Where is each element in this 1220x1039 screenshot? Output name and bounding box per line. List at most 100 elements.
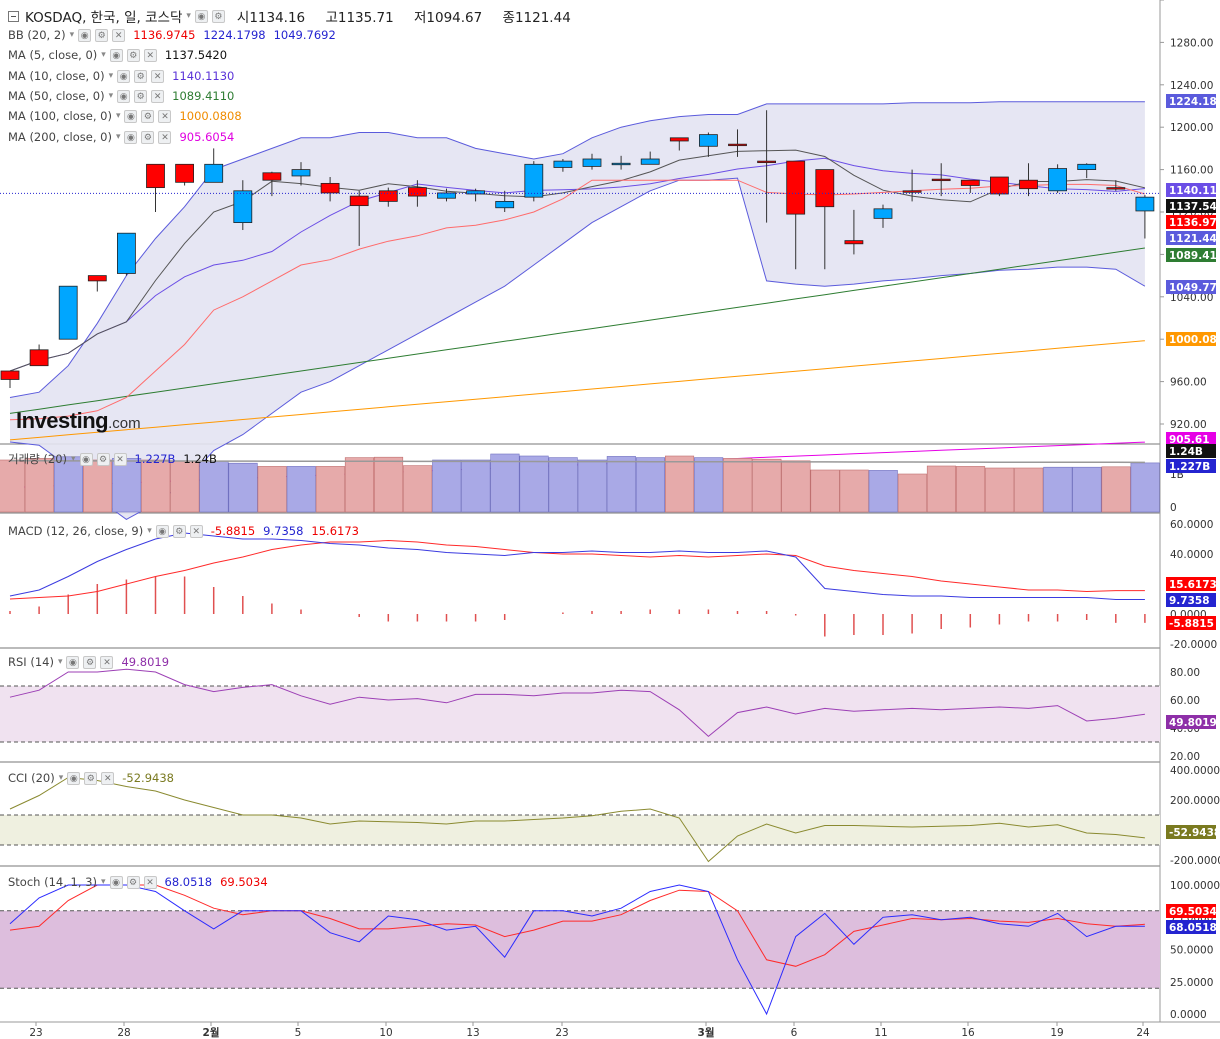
chevron-down-icon[interactable]: ▾ — [115, 132, 121, 142]
stoch-d-line — [9, 884, 1145, 967]
settings-icon[interactable]: ⚙ — [95, 28, 109, 42]
settings-icon[interactable]: ⚙ — [141, 130, 155, 144]
legend-bb-upper: 1224.1798 — [203, 28, 266, 42]
price-tick-label: 1240.00 — [1170, 80, 1213, 92]
collapse-icon[interactable] — [8, 10, 19, 22]
visibility-icon[interactable]: ◉ — [155, 524, 169, 538]
visibility-icon[interactable]: ◉ — [66, 655, 80, 669]
stoch-band-fill — [0, 910, 1160, 989]
candle-body — [407, 187, 427, 197]
volume-bar — [1072, 466, 1102, 513]
visibility-icon[interactable]: ◉ — [109, 875, 123, 889]
volume-bar — [257, 466, 287, 513]
chevron-down-icon[interactable]: ▾ — [115, 111, 121, 121]
legend-ma10-label[interactable]: MA (10, close, 0) — [8, 69, 105, 83]
candle-body — [437, 192, 456, 199]
settings-icon[interactable]: ⚙ — [211, 9, 225, 23]
ma50-line — [9, 247, 1145, 414]
legend-bb-label[interactable]: BB (20, 2) — [8, 28, 66, 42]
settings-icon[interactable]: ⚙ — [83, 655, 97, 669]
settings-icon[interactable]: ⚙ — [134, 89, 148, 103]
close-icon[interactable]: ✕ — [143, 48, 157, 62]
close-icon[interactable]: ✕ — [151, 69, 165, 83]
chevron-down-icon[interactable]: ▾ — [58, 773, 64, 783]
candle-body — [175, 163, 195, 183]
price-tag: 1137.54 — [1169, 201, 1217, 213]
legend-cci-label[interactable]: CCI (20) — [8, 771, 55, 785]
close-icon[interactable]: ✕ — [101, 771, 115, 785]
settings-icon[interactable]: ⚙ — [141, 109, 155, 123]
macd-tag-bg — [1166, 616, 1216, 630]
settings-icon[interactable]: ⚙ — [126, 875, 140, 889]
chevron-down-icon[interactable]: ▾ — [147, 526, 152, 536]
chevron-down-icon[interactable]: ▾ — [57, 657, 63, 667]
price-tag: 1121.44 — [1169, 233, 1217, 245]
legend-ma50: MA (50, close, 0) ▾ ◉ ⚙ ✕ 1089.4110 — [8, 87, 234, 105]
close-icon[interactable]: ✕ — [158, 130, 172, 144]
legend-ma50-label[interactable]: MA (50, close, 0) — [8, 89, 105, 103]
settings-icon[interactable]: ⚙ — [172, 524, 186, 538]
macd-tag: 9.7358 — [1169, 595, 1210, 607]
close-icon[interactable]: ✕ — [100, 655, 114, 669]
legend-ma200-label[interactable]: MA (200, close, 0) — [8, 130, 112, 144]
visibility-icon[interactable]: ◉ — [124, 109, 138, 123]
price-tag-bg — [1166, 248, 1216, 262]
candle-body — [699, 134, 718, 147]
settings-icon[interactable]: ⚙ — [84, 771, 98, 785]
volume-ma-line — [10, 460, 1145, 464]
chevron-down-icon[interactable]: ▾ — [101, 50, 106, 60]
settings-icon[interactable]: ⚙ — [96, 452, 110, 466]
settings-icon[interactable]: ⚙ — [134, 69, 148, 83]
candle-body — [1019, 179, 1038, 190]
legend-macd-label[interactable]: MACD (12, 26, close, 9) — [8, 524, 144, 538]
visibility-icon[interactable]: ◉ — [117, 89, 131, 103]
rsi-tick-label: 60.00 — [1170, 695, 1200, 707]
visibility-icon[interactable]: ◉ — [78, 28, 92, 42]
settings-icon[interactable]: ⚙ — [126, 48, 140, 62]
visibility-icon[interactable]: ◉ — [109, 48, 123, 62]
stoch-k-line — [9, 884, 1145, 1016]
stoch-tag: 68.0518 — [1169, 922, 1217, 934]
chevron-down-icon[interactable]: ▾ — [108, 91, 114, 101]
stoch-tick-label: 50.0000 — [1170, 945, 1213, 957]
volume-bar — [0, 459, 25, 513]
visibility-icon[interactable]: ◉ — [194, 9, 208, 23]
time-tick-label: 23 — [555, 1027, 568, 1039]
legend-ma100-label[interactable]: MA (100, close, 0) — [8, 109, 112, 123]
volume-bar — [810, 469, 840, 513]
volume-bar — [577, 459, 607, 513]
symbol-title[interactable]: KOSDAQ, 한국, 일, 코스닥 — [25, 10, 183, 26]
volume-bar — [24, 458, 54, 513]
cci-band-fill — [0, 815, 1160, 845]
rsi-band-fill — [0, 686, 1160, 742]
price-tick-label: 1160.00 — [1170, 165, 1213, 177]
visibility-icon[interactable]: ◉ — [117, 69, 131, 83]
macd-tag: -5.8815 — [1169, 618, 1214, 630]
legend-ma5-label[interactable]: MA (5, close, 0) — [8, 48, 98, 62]
price-tag-bg — [1166, 231, 1216, 245]
visibility-icon[interactable]: ◉ — [124, 130, 138, 144]
legend-rsi-label[interactable]: RSI (14) — [8, 655, 54, 669]
close-icon[interactable]: ✕ — [112, 28, 126, 42]
volume-bar — [344, 457, 375, 513]
chevron-down-icon[interactable]: ▾ — [108, 71, 114, 81]
volume-bar — [403, 465, 433, 513]
close-icon[interactable]: ✕ — [143, 875, 157, 889]
visibility-icon[interactable]: ◉ — [79, 452, 93, 466]
visibility-icon[interactable]: ◉ — [67, 771, 81, 785]
close-icon[interactable]: ✕ — [151, 89, 165, 103]
chevron-down-icon[interactable]: ▾ — [71, 454, 76, 464]
candle-body — [524, 163, 544, 198]
close-icon[interactable]: ✕ — [113, 452, 127, 466]
volume-bar — [519, 455, 549, 513]
close-icon[interactable]: ✕ — [189, 524, 203, 538]
candle-body — [1077, 163, 1097, 171]
legend-stoch-label[interactable]: Stoch (14, 1, 3) — [8, 875, 97, 889]
volume-bar — [228, 462, 258, 513]
chevron-down-icon[interactable]: ▾ — [100, 877, 106, 887]
chevron-down-icon[interactable]: ▾ — [69, 30, 75, 40]
close-icon[interactable]: ✕ — [158, 109, 172, 123]
legend-volume-label[interactable]: 거래량 (20) — [8, 452, 68, 466]
chevron-down-icon[interactable]: ▾ — [186, 11, 191, 21]
